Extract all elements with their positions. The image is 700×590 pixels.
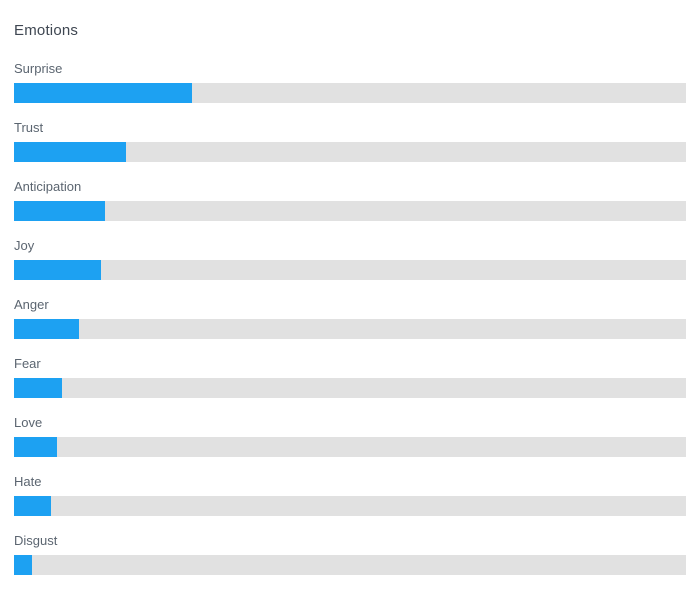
bar-track bbox=[14, 555, 686, 575]
bar-row: Fear bbox=[14, 356, 686, 398]
bar-fill bbox=[14, 496, 51, 516]
bar-row: Love bbox=[14, 415, 686, 457]
bar-label: Anticipation bbox=[14, 179, 82, 194]
bar-rows: Surprise Trust Anticipation Joy Anger Fe… bbox=[14, 61, 686, 575]
bar-fill bbox=[14, 319, 80, 339]
bar-track bbox=[14, 437, 686, 457]
bar-track bbox=[14, 319, 686, 339]
bar-row: Joy bbox=[14, 238, 686, 280]
bar-track bbox=[14, 201, 686, 221]
bar-fill bbox=[14, 378, 62, 398]
bar-row: Surprise bbox=[14, 61, 686, 103]
bar-label: Joy bbox=[14, 238, 35, 253]
bar-fill bbox=[14, 83, 193, 103]
bar-row: Hate bbox=[14, 474, 686, 516]
bar-label: Love bbox=[14, 415, 43, 430]
bar-row: Disgust bbox=[14, 533, 686, 575]
bar-fill bbox=[14, 142, 127, 162]
bar-fill bbox=[14, 555, 33, 575]
bar-row: Trust bbox=[14, 120, 686, 162]
bar-track bbox=[14, 496, 686, 516]
bar-track bbox=[14, 260, 686, 280]
bar-fill bbox=[14, 437, 57, 457]
bar-track bbox=[14, 142, 686, 162]
chart-title: Emotions bbox=[14, 22, 79, 39]
bar-row: Anger bbox=[14, 297, 686, 339]
bar-row: Anticipation bbox=[14, 179, 686, 221]
bar-label: Fear bbox=[14, 356, 41, 371]
bar-fill bbox=[14, 201, 105, 221]
bar-label: Trust bbox=[14, 120, 44, 135]
bar-label: Hate bbox=[14, 474, 42, 489]
bar-label: Anger bbox=[14, 297, 49, 312]
bar-fill bbox=[14, 260, 102, 280]
bar-label: Disgust bbox=[14, 533, 58, 548]
bar-track bbox=[14, 378, 686, 398]
bar-label: Surprise bbox=[14, 61, 63, 76]
bar-track bbox=[14, 83, 686, 103]
